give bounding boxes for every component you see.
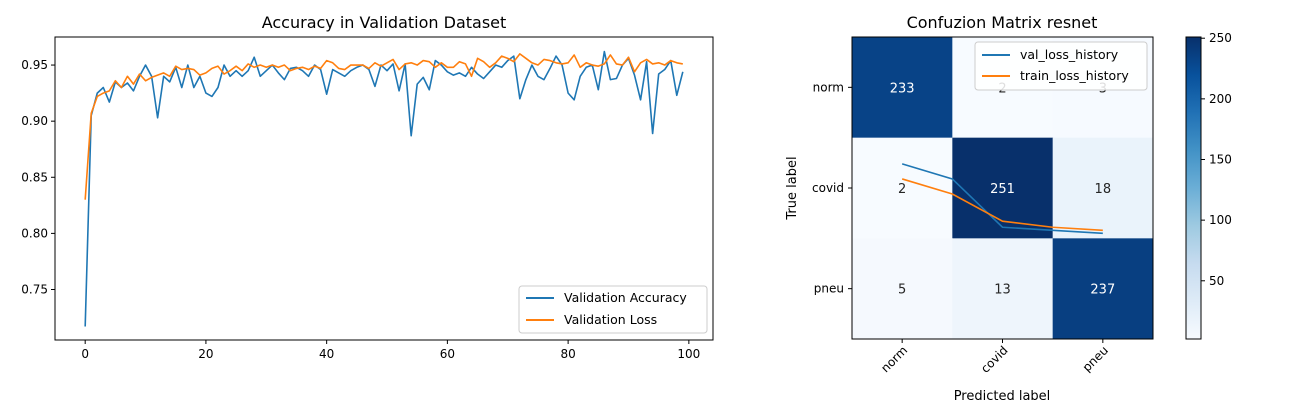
overlay-val-loss-line — [901, 163, 1103, 235]
matrix-cell-pneu-pneu — [1052, 238, 1154, 340]
confusion-ylabel: True label — [785, 156, 800, 220]
accuracy-legend-box — [518, 285, 708, 334]
matrix-cell-norm-norm — [852, 37, 953, 139]
y-tick-label: 0.85 — [21, 170, 48, 184]
matrix-cell-value: 2 — [898, 182, 906, 197]
x-tick-label: 40 — [319, 347, 334, 361]
colorbar-tick-label: 250 — [1209, 31, 1232, 45]
matrix-cell-covid-pneu — [1052, 137, 1154, 239]
y-tick-label: 0.80 — [21, 226, 48, 240]
matrix-cell-pneu-norm — [852, 238, 953, 340]
series-validation-loss-line — [84, 53, 683, 200]
legend-label-validation-accuracy: Validation Accuracy — [564, 290, 687, 305]
accuracy-legend: Validation Accuracy Validation Loss — [518, 285, 708, 334]
matrix-cell-value: 5 — [898, 283, 906, 298]
colorbar-tick-label: 50 — [1209, 274, 1224, 288]
accuracy-chart: Accuracy in Validation Dataset 0 20 40 60 80… — [21, 13, 714, 361]
accuracy-plot-frame — [54, 36, 714, 341]
matrix-cell-value: 251 — [990, 182, 1015, 197]
y-category-label: covid — [812, 181, 844, 195]
confusion-matrix-title: Confuzion Matrix resnet — [907, 13, 1098, 32]
matrix-cell-value: 233 — [890, 81, 915, 96]
overlay-train-loss-line — [901, 178, 1103, 232]
y-tick-label: 0.95 — [21, 58, 48, 72]
x-tick-label: 60 — [440, 347, 455, 361]
confusion-legend-box — [974, 41, 1148, 91]
colorbar-frame — [1185, 36, 1202, 340]
y-tick-label: 0.75 — [21, 283, 48, 297]
y-tick-label: 0.90 — [21, 114, 48, 128]
accuracy-axes-ticks: 0 20 40 60 80 100 0.75 0.80 0.85 0.90 0.95 — [21, 58, 700, 361]
matrix-cell-value: 237 — [1090, 283, 1115, 298]
series-validation-accuracy-line — [84, 50, 684, 327]
colorbar — [1186, 37, 1201, 339]
y-category-label: norm — [813, 80, 844, 94]
colorbar-tick-label: 200 — [1209, 92, 1232, 106]
matrix-cell-value: 18 — [1095, 182, 1112, 197]
colorbar-tick-label: 100 — [1209, 213, 1232, 227]
matrix-cell-pneu-covid — [952, 238, 1054, 340]
accuracy-series-group — [84, 50, 684, 327]
x-tick-label: 0 — [81, 347, 89, 361]
x-tick-label: 20 — [198, 347, 213, 361]
confusion-matrix-frame — [851, 36, 1154, 340]
colorbar-tick-label: 150 — [1209, 152, 1232, 166]
x-tick-label: 100 — [677, 347, 700, 361]
y-category-label: pneu — [814, 282, 844, 296]
confusion-overlay-lines — [901, 163, 1103, 235]
matrix-cell-covid-norm — [852, 137, 953, 239]
matrix-cell-value: 13 — [994, 283, 1011, 298]
accuracy-chart-title: Accuracy in Validation Dataset — [262, 13, 507, 32]
colorbar-ticks: 50 100 150 200 250 — [1201, 31, 1232, 288]
x-tick-label: 80 — [560, 347, 575, 361]
confusion-matrix-chart: Confuzion Matrix resnet 2332322511851323… — [785, 13, 1232, 404]
confusion-xlabel: Predicted label — [954, 389, 1051, 400]
legend-label-val-loss-history: val_loss_history — [1020, 47, 1119, 62]
confusion-overlay-legend: val_loss_history train_loss_history — [974, 41, 1148, 91]
legend-label-train-loss-history: train_loss_history — [1020, 68, 1129, 83]
legend-label-validation-loss: Validation Loss — [564, 312, 657, 327]
